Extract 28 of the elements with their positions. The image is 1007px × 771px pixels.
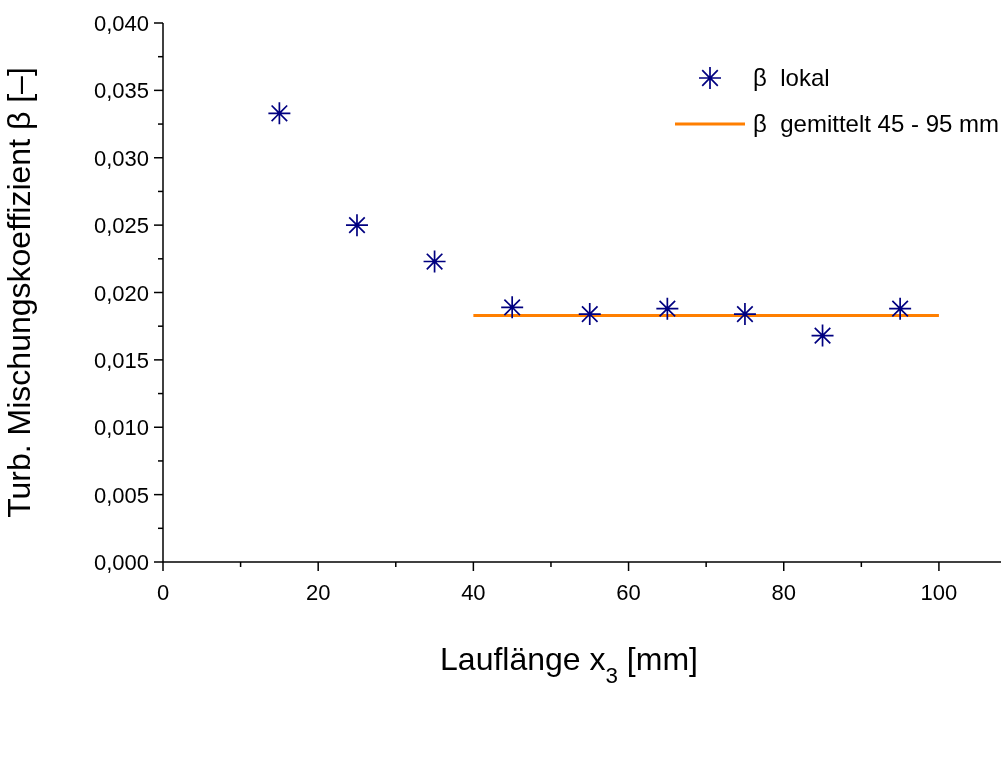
y-tick-label: 0,020 <box>93 280 149 306</box>
x-tick-label: 0 <box>156 580 170 605</box>
y-tick-label: 0,035 <box>93 78 149 104</box>
point <box>578 303 601 326</box>
point <box>811 324 834 347</box>
legend-label: β gemittelt 45 - 95 mm <box>753 110 999 138</box>
y-tick-label: 0,015 <box>93 347 149 373</box>
point <box>656 297 679 320</box>
legend-label: β lokal <box>753 64 830 92</box>
x-tick-label: 40 <box>461 580 486 605</box>
x-axis-title: Lauflänge x$_{3}$ [mm] <box>440 641 698 688</box>
y-axis-title: Turb. Mischungskoeffizient β [–] <box>1 67 37 518</box>
point <box>345 214 368 237</box>
point <box>423 250 446 273</box>
x-tick-label: 60 <box>616 580 641 605</box>
point <box>889 297 912 320</box>
point <box>501 296 524 319</box>
y-tick-label: 0,010 <box>93 415 149 441</box>
x-tick-label: 20 <box>305 580 331 605</box>
y-tick-label: 0,000 <box>93 550 149 575</box>
y-tick-label: 0,025 <box>93 213 149 239</box>
y-tick-label: 0,040 <box>93 11 149 36</box>
point <box>733 303 756 326</box>
x-tick-label: 80 <box>771 580 796 605</box>
y-tick-label: 0,030 <box>93 145 149 171</box>
x-tick-label: 100 <box>920 580 958 605</box>
y-tick-label: 0,005 <box>93 482 149 508</box>
point <box>268 102 291 125</box>
